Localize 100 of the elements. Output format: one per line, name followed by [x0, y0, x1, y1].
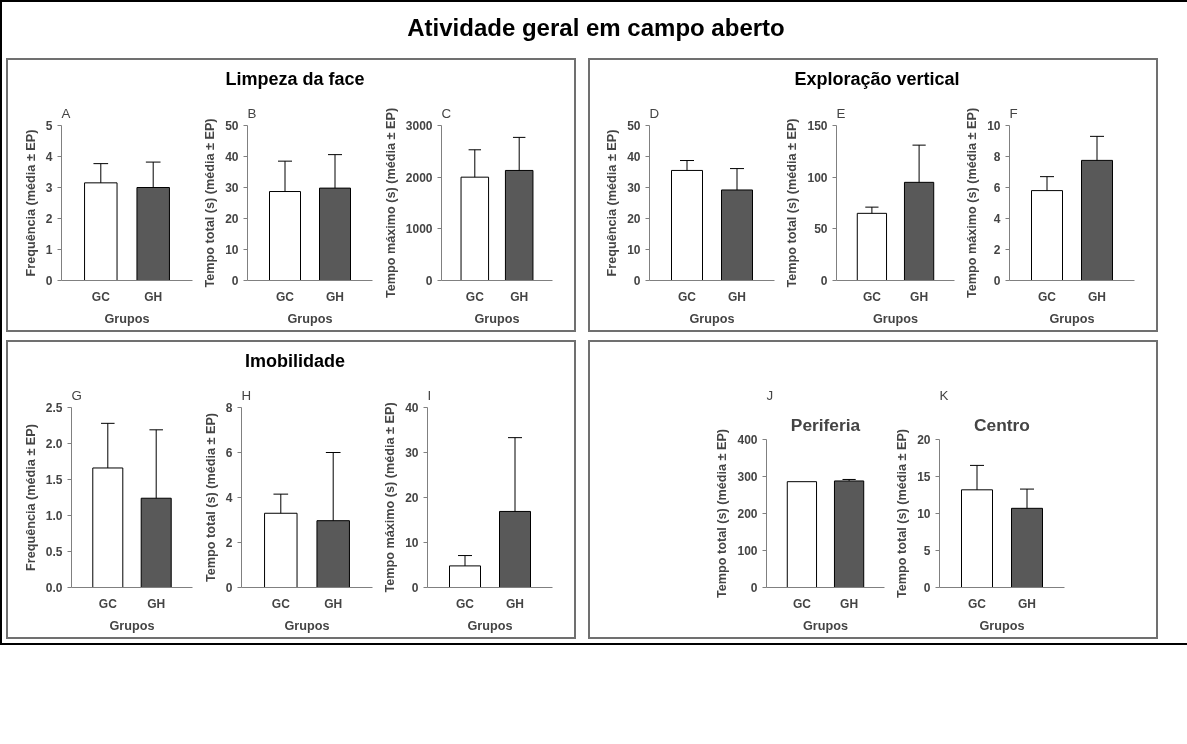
y-tick-label: 1	[45, 242, 53, 257]
y-axis-title: Tempo total (s) (média ± EP)	[785, 118, 800, 288]
y-tick-label: 100	[737, 543, 758, 558]
y-tick-label: 0	[923, 580, 931, 595]
y-tick-label: 30	[627, 180, 641, 195]
chart-title: B	[247, 105, 257, 121]
y-tick-label: 2.5	[45, 400, 63, 415]
y-axis-title: Tempo total (s) (média ± EP)	[715, 428, 730, 598]
y-tick-label: 30	[225, 180, 239, 195]
y-tick-label: 10	[627, 242, 641, 257]
y-axis-title: Tempo total (s) (média ± EP)	[895, 428, 910, 598]
y-axis-title: Tempo máximo (s) (média ± EP)	[383, 402, 398, 593]
y-tick-label: 0	[993, 273, 1001, 288]
y-tick-label: 0	[633, 273, 641, 288]
chart-title: C	[441, 105, 452, 121]
text: Atividade geral em campo aberto	[407, 13, 785, 43]
x-tick-label: GH	[1088, 289, 1106, 304]
y-tick-label: 10	[917, 506, 931, 521]
y-axis-title: Tempo máximo (s) (média ± EP)	[965, 107, 980, 299]
y-tick-label: 6	[993, 180, 1001, 195]
x-tick-label: GH	[326, 289, 344, 304]
y-tick-label: 40	[405, 400, 419, 415]
y-axis-title: Tempo máximo (s) (média ± EP)	[383, 107, 398, 299]
x-axis-title: Grupos	[109, 618, 155, 633]
x-tick-label: GC	[678, 289, 697, 304]
y-tick-label: 10	[225, 242, 239, 257]
x-tick-label: GC	[792, 596, 812, 611]
text: Exploração vertical	[794, 68, 960, 92]
chart-title: H	[241, 387, 252, 403]
x-tick-label: GH	[1018, 596, 1036, 611]
x-tick-label: GH	[840, 596, 859, 611]
y-tick-label: 1.0	[45, 508, 63, 523]
y-tick-label: 1000	[405, 222, 433, 237]
x-tick-label: GH	[728, 289, 746, 304]
y-tick-label: 2	[993, 242, 1001, 257]
y-tick-label: 2	[225, 535, 233, 550]
y-axis-title: Frequência (média ± EP)	[23, 423, 38, 571]
y-tick-label: 4	[45, 149, 53, 164]
y-tick-label: 10	[405, 535, 419, 550]
x-axis-title: Grupos	[474, 311, 520, 326]
y-tick-label: 2	[45, 211, 53, 226]
y-tick-label: 30	[405, 445, 419, 460]
y-tick-label: 20	[405, 490, 419, 505]
y-tick-label: 3000	[405, 118, 433, 133]
y-tick-label: 8	[225, 400, 233, 415]
y-tick-label: 0	[820, 273, 828, 288]
y-tick-label: 5	[45, 118, 53, 133]
x-axis-title: Grupos	[284, 618, 330, 633]
y-tick-label: 50	[814, 222, 828, 237]
chart-title: G	[71, 387, 82, 403]
y-tick-label: 4	[225, 490, 233, 505]
x-tick-label: GC	[968, 596, 987, 611]
y-tick-label: 15	[917, 469, 931, 484]
y-tick-label: 0	[411, 580, 419, 595]
y-axis-title: Frequência (média ± EP)	[23, 129, 38, 277]
x-axis-title: Grupos	[287, 311, 333, 326]
chart-title: A	[61, 105, 71, 121]
text: Limpeza da face	[225, 68, 365, 92]
x-tick-label: GC	[271, 596, 291, 611]
x-tick-label: GC	[276, 289, 295, 304]
chart-title: E	[836, 105, 846, 121]
y-tick-label: 150	[807, 118, 828, 133]
y-tick-label: 0.5	[45, 544, 63, 559]
chart-title: J	[766, 387, 774, 403]
y-tick-label: 40	[627, 149, 641, 164]
y-tick-label: 4	[993, 211, 1001, 226]
y-tick-label: 100	[807, 170, 828, 185]
chart-title: K	[939, 387, 949, 403]
y-tick-label: 0	[425, 273, 433, 288]
x-axis-title: Grupos	[1049, 311, 1095, 326]
y-tick-label: 20	[225, 211, 239, 226]
x-tick-label: GH	[147, 596, 166, 611]
chart-title: D	[649, 105, 660, 121]
x-tick-label: GH	[910, 289, 929, 304]
y-tick-label: 20	[627, 211, 641, 226]
y-tick-label: 8	[993, 149, 1001, 164]
x-tick-label: GC	[98, 596, 118, 611]
x-axis-title: Grupos	[104, 311, 150, 326]
y-tick-label: 50	[225, 118, 239, 133]
chart-subtitle: Periferia	[790, 414, 861, 435]
y-tick-label: 0	[231, 273, 239, 288]
x-tick-label: GH	[510, 289, 529, 304]
x-tick-label: GH	[506, 596, 524, 611]
y-tick-label: 400	[737, 432, 758, 447]
x-tick-label: GC	[91, 289, 111, 304]
y-tick-label: 3	[45, 180, 53, 195]
y-tick-label: 6	[225, 445, 233, 460]
y-tick-label: 20	[917, 432, 931, 447]
y-tick-label: 40	[225, 149, 239, 164]
chart-title: F	[1009, 105, 1018, 121]
y-tick-label: 300	[737, 469, 758, 484]
x-axis-title: Grupos	[803, 618, 849, 633]
x-axis-title: Grupos	[689, 311, 735, 326]
y-tick-label: 0	[750, 580, 758, 595]
y-tick-label: 10	[987, 118, 1001, 133]
y-axis-title: Tempo total (s) (média ± EP)	[203, 412, 218, 582]
y-tick-label: 200	[737, 506, 758, 521]
y-tick-label: 0	[45, 273, 53, 288]
x-tick-label: GC	[1038, 289, 1057, 304]
y-axis-title: Tempo total (s) (média ± EP)	[203, 118, 218, 288]
